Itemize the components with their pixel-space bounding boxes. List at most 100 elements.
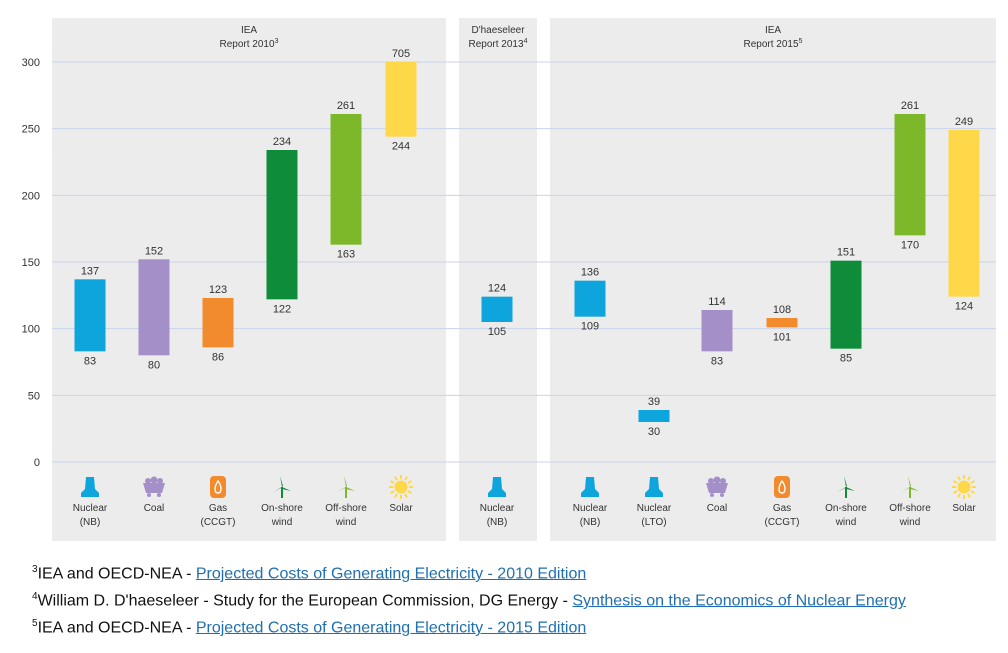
low-value-label: 244 (392, 141, 410, 153)
category-label: Coal (707, 503, 728, 514)
high-value-label: 234 (273, 136, 291, 148)
category-label: Nuclear (73, 503, 108, 514)
range-bar (948, 130, 980, 297)
wind-turbine-icon (901, 476, 919, 498)
group-title: IEA (765, 25, 781, 36)
gas-icon (774, 476, 790, 498)
high-value-label: 151 (837, 247, 855, 259)
high-value-label: 705 (392, 48, 410, 60)
high-value-label: 114 (708, 296, 726, 308)
nuclear-icon (81, 477, 99, 497)
footnote-2-link[interactable]: Synthesis on the Economics of Nuclear En… (572, 592, 906, 610)
low-value-label: 124 (955, 301, 973, 313)
category-label: Nuclear (480, 503, 515, 514)
category-label: (CCGT) (201, 517, 236, 528)
range-bar (894, 114, 926, 236)
category-label: On-shore (825, 503, 867, 514)
category-label: (LTO) (641, 517, 666, 528)
wind-turbine-icon (337, 476, 355, 498)
high-value-label: 261 (337, 100, 355, 112)
y-tick-label: 200 (22, 190, 40, 202)
range-bar (266, 150, 298, 300)
range-bar (830, 260, 862, 349)
wind-turbine-icon (837, 476, 855, 498)
category-label: wind (335, 517, 357, 528)
category-label: Solar (389, 503, 413, 514)
low-value-label: 109 (581, 321, 599, 333)
group-subtitle: Report 20134 (469, 38, 528, 50)
nuclear-icon (581, 477, 599, 497)
range-bar (202, 298, 234, 348)
range-bar (74, 279, 106, 352)
category-label: Gas (209, 503, 227, 514)
y-tick-label: 250 (22, 124, 40, 136)
category-label: Nuclear (637, 503, 672, 514)
panel-1 (52, 18, 446, 541)
group-subtitle: Report 20103 (220, 38, 279, 50)
range-bar (481, 296, 513, 322)
range-bar (574, 280, 606, 317)
y-tick-label: 100 (22, 324, 40, 336)
category-label: wind (899, 517, 921, 528)
cost-range-chart: 0 50 100 150 200 250 300 IEA Report 20103 137 83 Nu… (22, 18, 996, 541)
low-value-label: 30 (648, 426, 660, 438)
coal-icon (143, 476, 165, 497)
group-title: D'haeseleer (471, 25, 525, 36)
low-value-label: 83 (711, 355, 723, 367)
y-tick-label: 50 (28, 390, 40, 402)
high-value-label: 108 (773, 304, 791, 316)
nuclear-icon (488, 477, 506, 497)
high-value-label: 39 (648, 396, 660, 408)
high-value-label: 124 (488, 283, 506, 295)
category-label: (NB) (487, 517, 508, 528)
group-title: IEA (241, 25, 257, 36)
footnote-1-link[interactable]: Projected Costs of Generating Electricit… (195, 565, 587, 583)
gas-icon (210, 476, 226, 498)
category-label: Off-shore (889, 503, 931, 514)
footnote-2: 4William D. D'haeseleer - Study for the … (32, 591, 906, 610)
low-value-label: 163 (337, 249, 355, 261)
wind-turbine-icon (273, 476, 291, 498)
category-label: Nuclear (573, 503, 608, 514)
category-label: On-shore (261, 503, 303, 514)
group-subtitle: Report 20155 (744, 38, 803, 50)
category-label: wind (271, 517, 293, 528)
low-value-label: 85 (840, 353, 852, 365)
sun-icon (952, 475, 976, 499)
category-label: Gas (773, 503, 791, 514)
range-bar (138, 259, 170, 356)
y-tick-label: 0 (34, 457, 40, 469)
y-tick-label: 300 (22, 57, 40, 69)
footnote-3-link[interactable]: Projected Costs of Generating Electricit… (195, 619, 587, 637)
high-value-label: 261 (901, 100, 919, 112)
high-value-label: 137 (81, 265, 99, 277)
footnote-1: 3IEA and OECD-NEA - Projected Costs of G… (32, 564, 587, 583)
low-value-label: 105 (488, 326, 506, 338)
category-label: wind (835, 517, 857, 528)
category-label: Coal (144, 503, 165, 514)
low-value-label: 80 (148, 359, 160, 371)
low-value-label: 170 (901, 239, 919, 251)
category-label: Off-shore (325, 503, 367, 514)
range-bar (330, 114, 362, 245)
low-value-label: 101 (773, 331, 791, 343)
coal-icon (706, 476, 728, 497)
range-bar (638, 410, 670, 422)
high-value-label: 136 (581, 267, 599, 279)
category-label: (NB) (580, 517, 601, 528)
high-value-label: 152 (145, 245, 163, 257)
range-bar (766, 318, 798, 328)
category-label: Solar (952, 503, 976, 514)
range-bar (385, 62, 417, 137)
panel-2 (459, 18, 537, 541)
y-tick-label: 150 (22, 257, 40, 269)
high-value-label: 123 (209, 284, 227, 296)
range-bar (701, 310, 733, 352)
low-value-label: 86 (212, 351, 224, 363)
category-label: (NB) (80, 517, 101, 528)
sun-icon (389, 475, 413, 499)
high-value-label: 249 (955, 116, 973, 128)
panel-3 (550, 18, 996, 541)
category-label: (CCGT) (765, 517, 800, 528)
low-value-label: 122 (273, 303, 291, 315)
